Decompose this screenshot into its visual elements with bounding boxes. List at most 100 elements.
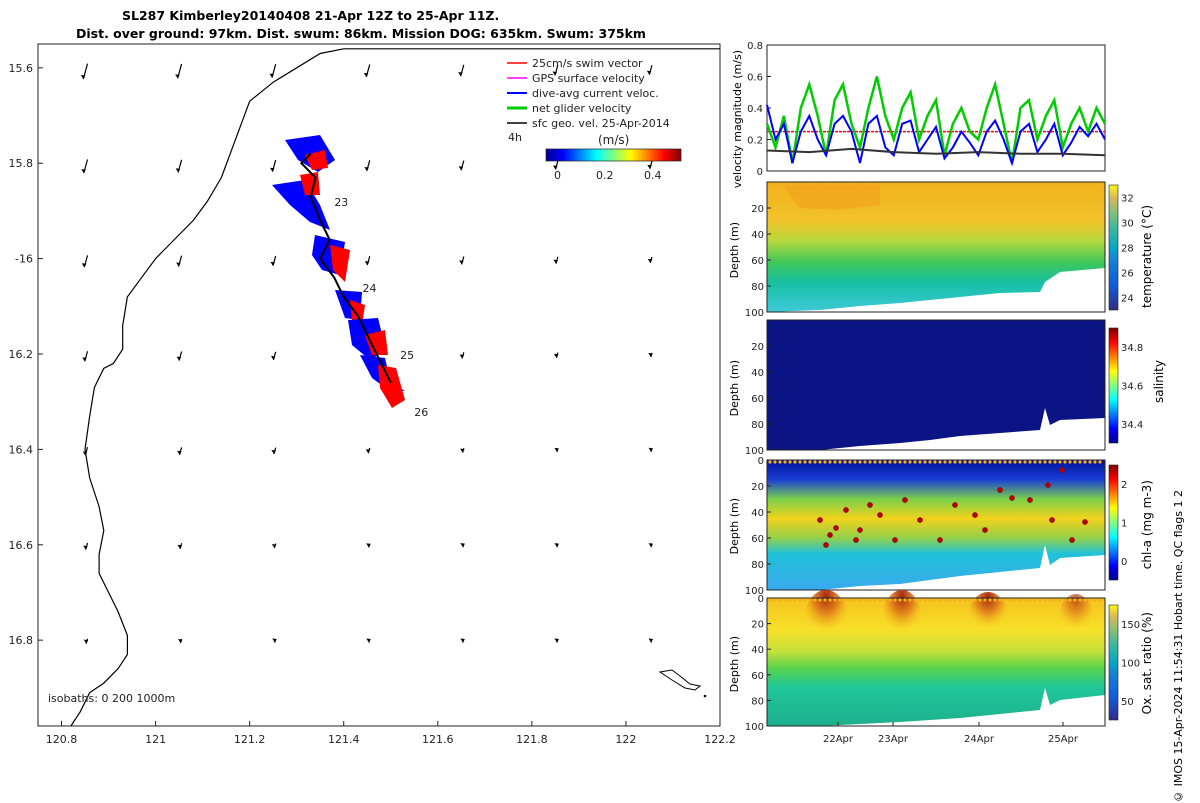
legend-suffix: 4h	[508, 131, 522, 144]
profile-surface-dot	[1013, 460, 1017, 464]
profile-surface-dot	[1003, 182, 1007, 186]
profile-surface-dot	[958, 598, 962, 602]
profile-surface-dot	[908, 460, 912, 464]
profile-surface-dot	[788, 598, 792, 602]
profile-surface-dot	[1073, 460, 1077, 464]
geo-vector-head	[83, 545, 88, 550]
profile-surface-dot	[768, 320, 772, 324]
geo-vector-head	[81, 263, 87, 268]
geo-vector-head	[365, 449, 371, 454]
profile-surface-dot	[873, 598, 877, 602]
profile-surface-dot	[903, 598, 907, 602]
profile-surface-dot	[973, 598, 977, 602]
date-label: 22Apr	[823, 734, 854, 745]
profile-surface-dot	[973, 460, 977, 464]
profile-surface-dot	[1068, 460, 1072, 464]
profile-surface-dot	[928, 320, 932, 324]
geo-vector-head	[364, 261, 370, 266]
geo-vector-head	[458, 166, 464, 171]
colorbar-tick-label: 2	[1121, 480, 1127, 491]
profile-surface-dot	[853, 460, 857, 464]
profile-surface-dot	[1008, 598, 1012, 602]
profile-surface-dot	[938, 320, 942, 324]
section-ytick-label: 100	[745, 722, 764, 733]
profile-surface-dot	[878, 460, 882, 464]
map-frame	[37, 43, 721, 727]
profile-surface-dot	[903, 460, 907, 464]
date-label: 24Apr	[964, 734, 995, 745]
profile-surface-dot	[1048, 598, 1052, 602]
velocity-ytick-label: 0.6	[747, 73, 763, 84]
profile-surface-dot	[783, 460, 787, 464]
profile-surface-dot	[843, 320, 847, 324]
profile-surface-dot	[1043, 460, 1047, 464]
velocity-ytick-label: 0.4	[747, 104, 763, 115]
section-ytick-label: 0	[758, 594, 764, 605]
salinity-frame	[766, 319, 1106, 451]
profile-surface-dot	[988, 320, 992, 324]
geo-vector-head	[648, 543, 654, 548]
oxygen-panel	[766, 590, 1119, 727]
profile-surface-dot	[1023, 598, 1027, 602]
profile-surface-dot	[913, 460, 917, 464]
profile-surface-dot	[1068, 182, 1072, 186]
profile-surface-dot	[973, 320, 977, 324]
colorbar-tick-label: 50	[1121, 697, 1134, 708]
section-ytick-label: 20	[751, 482, 764, 493]
swim-fan-3	[330, 245, 350, 282]
profile-surface-dot	[868, 182, 872, 186]
profile-surface-dot	[823, 460, 827, 464]
profile-surface-dot	[1088, 460, 1092, 464]
colorbar-tick-label: 32	[1121, 194, 1134, 205]
profile-surface-dot	[1008, 182, 1012, 186]
profile-surface-dot	[923, 182, 927, 186]
profile-surface-dot	[828, 460, 832, 464]
profile-surface-dot	[983, 182, 987, 186]
geo-vector-head	[743, 352, 748, 356]
profile-surface-dot	[983, 460, 987, 464]
profile-surface-dot	[943, 460, 947, 464]
profile-surface-dot	[1063, 320, 1067, 324]
profile-surface-dot	[948, 460, 952, 464]
geo-vector-head	[269, 167, 275, 172]
map-xtick-label: 121.6	[422, 733, 454, 746]
profile-surface-dot	[1008, 460, 1012, 464]
profile-surface-dot	[893, 320, 897, 324]
profile-surface-dot	[883, 460, 887, 464]
geo-vector-head	[460, 543, 465, 548]
profile-surface-dot	[1028, 182, 1032, 186]
geo-vector-head	[554, 638, 559, 643]
colorbar-tick-label: 24	[1121, 294, 1134, 305]
profile-surface-dot	[978, 460, 982, 464]
map-xtick-label: 122	[615, 733, 636, 746]
geo-vector-head	[743, 639, 748, 643]
profile-surface-dot	[938, 460, 942, 464]
profile-surface-dot	[798, 460, 802, 464]
profile-surface-dot	[993, 598, 997, 602]
map-xtick-label: 121.2	[234, 733, 266, 746]
profile-surface-dot	[873, 460, 877, 464]
profile-surface-dot	[823, 182, 827, 186]
geo-vector-head	[363, 72, 369, 77]
glider-track	[299, 152, 392, 384]
profile-surface-dot	[778, 320, 782, 324]
swim-fan-5	[365, 330, 388, 355]
profile-surface-dot	[853, 320, 857, 324]
profile-surface-dot	[838, 182, 842, 186]
current-fan-2	[272, 180, 330, 230]
chlorophyll-peak-dot	[997, 487, 1003, 493]
geo-vector-head	[270, 355, 276, 360]
profile-surface-dot	[973, 182, 977, 186]
profile-surface-dot	[948, 182, 952, 186]
profile-surface-dot	[773, 320, 777, 324]
profile-surface-dot	[1053, 182, 1057, 186]
profile-surface-dot	[888, 460, 892, 464]
profile-surface-dot	[848, 182, 852, 186]
profile-surface-dot	[773, 598, 777, 602]
temperature-ylabel: Depth (m)	[728, 222, 741, 279]
map-xtick-label: 120.8	[46, 733, 78, 746]
profile-surface-dot	[983, 320, 987, 324]
profile-surface-dot	[968, 598, 972, 602]
profile-surface-dot	[1023, 460, 1027, 464]
profile-surface-dot	[858, 320, 862, 324]
